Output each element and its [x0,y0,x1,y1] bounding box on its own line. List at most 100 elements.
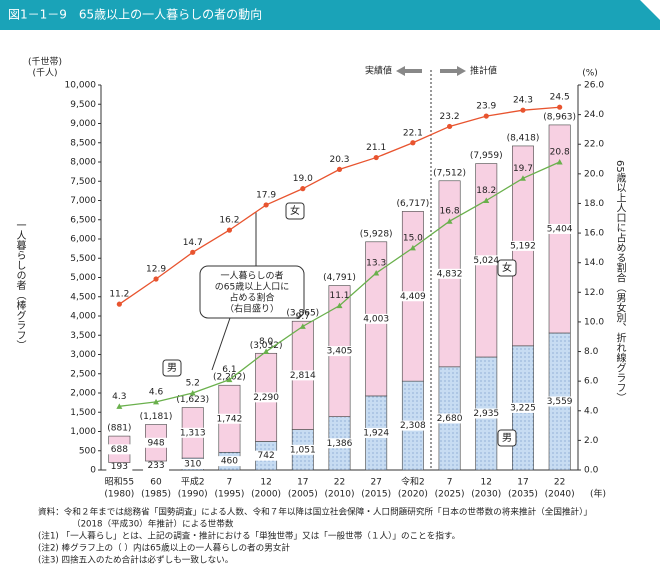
note: (注2) 棒グラフ上の（ ）内は65歳以上の一人暮らしの者の男女計 [38,542,290,554]
label-bg [106,461,133,472]
y-tick-label: 7,000 [70,196,96,206]
point [519,175,526,181]
line-value-label: 5.2 [186,379,200,389]
label-bg [546,396,573,407]
point [263,348,270,355]
label-bg [253,450,280,461]
label-bg [473,408,500,419]
point [410,140,416,146]
legend-box [285,202,305,220]
y2-tick-label: 4.0 [584,406,599,416]
bar-value-label: 688 [111,445,128,455]
legend-box [497,429,517,447]
callout-pointer [211,317,231,371]
y2-tick-label: 22.0 [584,140,604,150]
bar-value-label: 3,225 [510,403,536,413]
line-value-label: 13.3 [366,259,386,269]
point [116,403,123,409]
point [116,301,122,307]
y-tick-label: 5,000 [70,273,96,283]
point [336,302,343,309]
point [409,244,416,251]
line-value-label: 8.0 [259,337,274,347]
x-tick-label: (2030) [471,490,501,500]
label-bg [326,438,353,449]
x-tick-label: (1980) [104,490,134,500]
callout-text: （右目盛り） [225,303,279,315]
bar-value-label: 2,814 [290,371,316,381]
x-tick-label: 7 [227,478,233,488]
note: (注1) 「一人暮らし」とは、上記の調査・推計における「単独世帯」又は「一般世帯… [38,530,460,542]
bar-value-label: 1,313 [180,428,206,438]
line-value-label: 24.3 [513,96,533,106]
label-bg [216,413,243,424]
point [300,186,306,192]
x-tick-label: 27 [370,478,381,488]
legend-label: 女 [290,204,300,217]
total-label: (5,928) [360,229,393,239]
point [556,159,563,165]
label-bg [289,444,316,455]
bar-value-label: 4,832 [437,269,463,279]
label-bg [326,346,353,357]
label-bg [473,255,500,266]
total-label: (7,959) [470,151,503,161]
line-value-label: 11.2 [109,290,129,300]
y-tick-label: 1,500 [70,408,96,418]
chart-title: 図1－1－9 65歳以上の一人暮らしの者の動向 [8,7,262,22]
total-label: (3,865) [286,309,319,319]
y2-tick-label: 18.0 [584,199,604,209]
x-tick-label: 令和2 [401,476,425,488]
label-bg [399,291,426,302]
x-tick-label: (2035) [508,490,538,500]
y-tick-label: 9,500 [70,100,96,110]
line-value-label: 4.3 [112,392,126,402]
x-tick-label: 22 [554,478,565,488]
bar-value-label: 1,924 [363,428,389,438]
y-tick-label: 2,000 [70,389,96,399]
y2-tick-label: 26.0 [584,81,604,91]
line-value-label: 20.8 [550,148,570,158]
y-tick-label: 2,500 [70,369,96,379]
x-tick-label: (1985) [141,490,171,500]
legend-label: 女 [502,261,512,274]
point [189,390,196,396]
total-label: (3,032) [250,341,283,351]
legend-label: 男 [167,362,177,374]
total-label: (881) [107,424,131,434]
x-tick-label: (2000) [251,490,281,500]
notes: 資料：令和２年までは総務省「国勢調査」による人数、令和７年以降は国立社会保障・人… [38,506,592,566]
line-value-label: 19.7 [513,164,533,174]
legend-box [162,359,182,377]
x-tick-label: 昭和55 [105,477,134,488]
point [446,123,453,130]
bar-value-label: 5,192 [510,241,536,251]
x-tick-label: 7 [447,478,453,488]
x-tick-label: (2005) [288,490,318,500]
line-value-label: 4.6 [149,387,164,397]
y2-tick-label: 20.0 [584,169,604,179]
callout-text: 占める割合 [229,292,274,304]
y2-tick-label: 12.0 [584,288,604,298]
x-tick-label: (2010) [325,490,355,500]
arrow [440,66,466,76]
bar-value-label: 1,386 [327,439,353,449]
bar-value-label: 193 [111,462,128,472]
y2-tick-label: 16.0 [584,229,604,239]
y-tick-label: 6,000 [70,235,96,245]
arrow [396,66,422,76]
y-tick-label: 1,000 [70,427,96,437]
line-value-label: 18.2 [476,186,496,196]
x-tick-label: (1990) [178,490,208,500]
y2-tick-label: 14.0 [584,258,604,268]
bar-value-label: 3,559 [547,397,573,407]
label-bg [289,370,316,381]
point [190,249,196,255]
label-bg [509,402,536,413]
y2-tick-label: 0.0 [584,466,599,476]
line-value-label: 12.9 [146,264,166,274]
y-tick-label: 5,500 [70,254,96,264]
bar-value-label: 5,404 [547,224,573,234]
label-bg [399,420,426,431]
label-bg [216,456,243,467]
